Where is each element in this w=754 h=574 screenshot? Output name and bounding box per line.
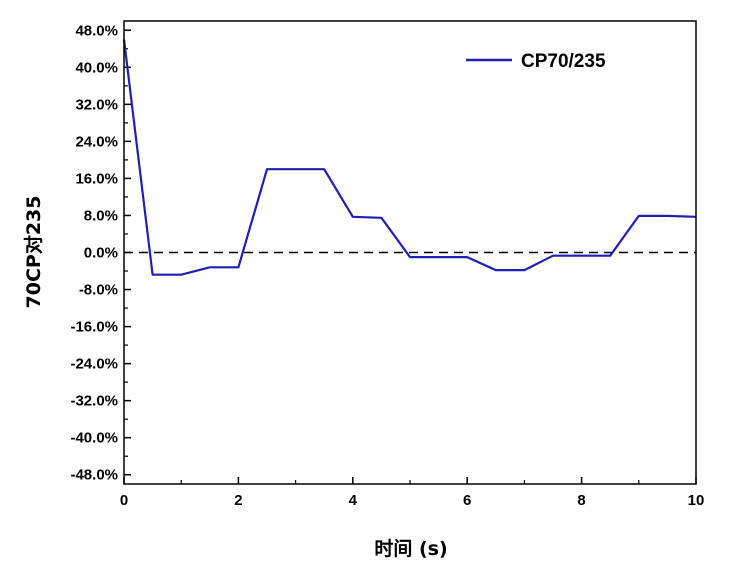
y-tick-label: 32.0% <box>75 96 118 113</box>
y-tick-label: -32.0% <box>70 393 118 410</box>
x-tick-label: 0 <box>120 492 128 509</box>
y-tick-label: -48.0% <box>70 467 118 484</box>
x-tick-label: 10 <box>688 492 705 509</box>
plot-area-frame <box>123 20 697 485</box>
y-tick-label: -40.0% <box>70 430 118 447</box>
y-tick-label: 16.0% <box>75 170 118 187</box>
y-tick-label: -8.0% <box>79 282 118 299</box>
y-tick-label: -16.0% <box>70 319 118 336</box>
x-tick-label: 4 <box>349 492 358 509</box>
y-tick-label: 24.0% <box>75 133 118 150</box>
x-tick-label: 6 <box>463 492 471 509</box>
x-tick-label: 2 <box>234 492 242 509</box>
y-axis-ticks: 48.0% 40.0% 32.0% 24.0% 16.0% 8.0% 0.0% -8.0% -1… <box>70 22 131 484</box>
x-tick-label: 8 <box>577 492 585 509</box>
y-tick-label: -24.0% <box>70 356 118 373</box>
y-axis-title: 70CP对235 <box>22 196 45 309</box>
legend: CP70/235 <box>466 51 606 72</box>
y-tick-label: 40.0% <box>75 59 118 76</box>
series-line-cp70-235 <box>122 39 697 276</box>
x-axis-title: 时间 (s) <box>374 538 447 560</box>
y-tick-label: 48.0% <box>75 22 118 39</box>
legend-label: CP70/235 <box>521 51 606 72</box>
y-tick-label: 0.0% <box>84 245 118 262</box>
y-tick-label: 8.0% <box>84 207 118 224</box>
x-axis-ticks: 0 2 4 6 8 10 <box>120 477 705 509</box>
